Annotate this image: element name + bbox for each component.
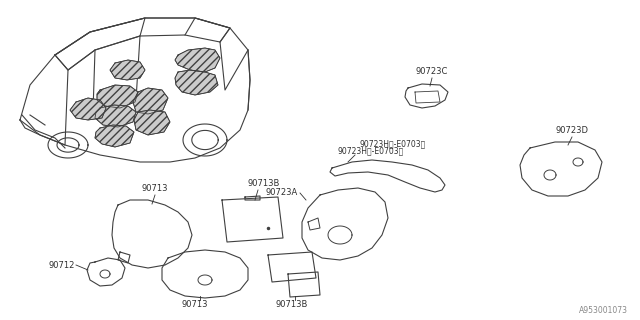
Text: 90713B: 90713B bbox=[248, 179, 280, 188]
Text: 90712: 90712 bbox=[49, 260, 75, 269]
Polygon shape bbox=[110, 60, 145, 80]
Text: 90713: 90713 bbox=[141, 184, 168, 193]
Text: A953001073: A953001073 bbox=[579, 306, 628, 315]
Polygon shape bbox=[95, 125, 134, 147]
Text: 90723C: 90723C bbox=[416, 67, 448, 76]
Text: 90723D: 90723D bbox=[556, 126, 589, 135]
Polygon shape bbox=[175, 70, 218, 95]
Text: 90713B: 90713B bbox=[276, 300, 308, 309]
Polygon shape bbox=[97, 85, 138, 108]
Text: 90723H（-E0703）: 90723H（-E0703） bbox=[338, 146, 404, 155]
Text: 90723A: 90723A bbox=[266, 188, 298, 196]
Polygon shape bbox=[133, 88, 168, 114]
Polygon shape bbox=[70, 98, 106, 120]
Text: 90723H（-E0703）: 90723H（-E0703） bbox=[360, 139, 426, 148]
Polygon shape bbox=[175, 48, 220, 72]
Polygon shape bbox=[134, 110, 170, 135]
Polygon shape bbox=[95, 105, 136, 127]
Text: 90713: 90713 bbox=[182, 300, 208, 309]
